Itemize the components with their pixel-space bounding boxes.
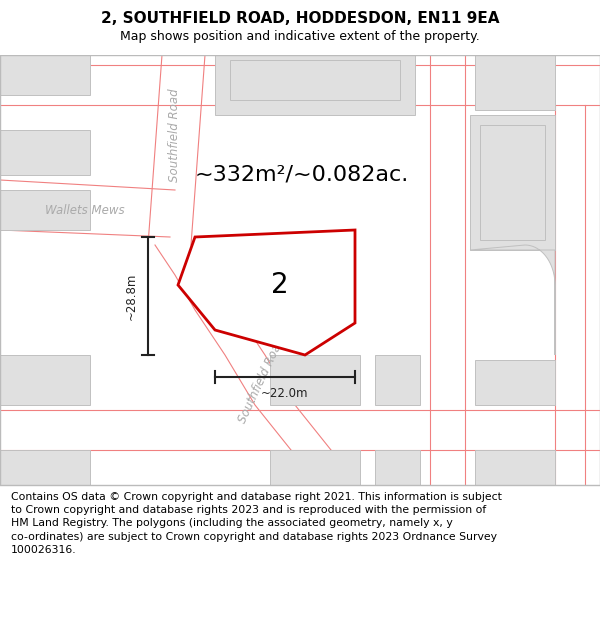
Text: Southfield Road: Southfield Road [236,335,287,425]
Polygon shape [375,355,420,405]
Text: Wallets Mews: Wallets Mews [45,204,125,216]
Text: ~22.0m: ~22.0m [261,387,309,400]
Polygon shape [0,450,90,485]
Polygon shape [475,450,555,485]
Text: 2: 2 [271,271,289,299]
Polygon shape [475,360,555,405]
Polygon shape [0,355,90,405]
Polygon shape [230,60,400,100]
Text: Contains OS data © Crown copyright and database right 2021. This information is : Contains OS data © Crown copyright and d… [11,492,502,555]
Polygon shape [480,125,545,240]
Polygon shape [475,55,555,110]
Polygon shape [470,115,555,250]
Polygon shape [215,55,415,115]
Text: ~28.8m: ~28.8m [125,272,138,319]
Polygon shape [270,450,360,485]
Polygon shape [178,230,355,355]
Text: Southfield Road: Southfield Road [169,88,182,182]
Polygon shape [375,450,420,485]
Polygon shape [270,355,360,405]
Polygon shape [0,55,90,95]
Polygon shape [0,190,90,230]
Polygon shape [470,245,555,355]
Text: ~332m²/~0.082ac.: ~332m²/~0.082ac. [195,165,409,185]
Polygon shape [0,130,90,175]
Text: 2, SOUTHFIELD ROAD, HODDESDON, EN11 9EA: 2, SOUTHFIELD ROAD, HODDESDON, EN11 9EA [101,11,499,26]
Text: Map shows position and indicative extent of the property.: Map shows position and indicative extent… [120,30,480,43]
